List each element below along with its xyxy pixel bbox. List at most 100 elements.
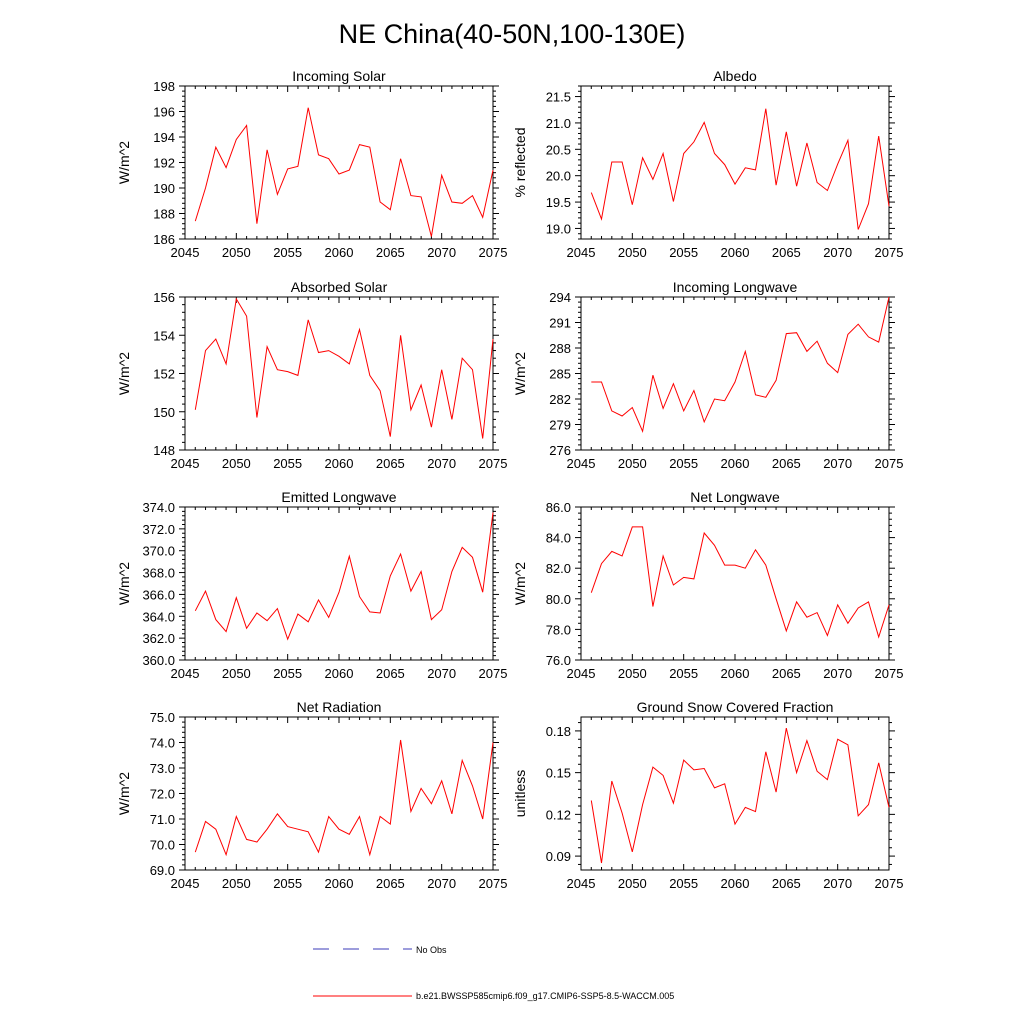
chart-5-ytick-label: 370.0 [142, 544, 175, 559]
chart-4-ytick-label: 288 [549, 341, 571, 356]
chart-8-series-line-1 [590, 727, 890, 864]
chart-7-series-line-1 [194, 739, 494, 857]
chart-6-xtick-label: 2070 [823, 666, 852, 681]
chart-7-ytick-label: 69.0 [150, 863, 175, 878]
chart-7-ytick-label: 72.0 [150, 787, 175, 802]
chart-1-ytick-label: 186 [153, 232, 175, 247]
chart-1-xtick-label: 2050 [222, 245, 251, 260]
chart-4-ytick-label: 279 [549, 418, 571, 433]
chart-2-xtick-label: 2045 [567, 245, 596, 260]
chart-7-frame [184, 716, 494, 871]
chart-8-ytick-label: 0.15 [546, 766, 571, 781]
chart-1-xtick-label: 2045 [171, 245, 200, 260]
chart-6-title: Net Longwave [690, 489, 780, 505]
chart-7-ytick-label: 73.0 [150, 761, 175, 776]
chart-7-ytick-label: 70.0 [150, 838, 175, 853]
chart-4-xtick-label: 2065 [772, 456, 801, 471]
chart-5-xtick-label: 2060 [325, 666, 354, 681]
chart-4-frame [580, 296, 890, 451]
chart-1-panel: Incoming Solar W/m^2 2045 2050 2055 2060 2065 2… [116, 68, 507, 260]
chart-5-frame [184, 506, 494, 661]
chart-3-frame [184, 296, 494, 451]
legend-model-label: b.e21.BWSSP585cmip6.f09_g17.CMIP6-SSP5-8… [416, 991, 674, 1001]
chart-6-ytick-label: 82.0 [546, 561, 571, 576]
chart-6-panel: Net Longwave W/m^2 2045 2050 2055 2060 2065 207… [512, 489, 903, 681]
chart-8-title: Ground Snow Covered Fraction [637, 699, 834, 715]
chart-2-xtick-label: 2075 [875, 245, 904, 260]
chart-3-series-line-1 [194, 297, 494, 439]
chart-5-xtick-label: 2055 [273, 666, 302, 681]
chart-7-title: Net Radiation [297, 699, 382, 715]
chart-3-xtick-label: 2055 [273, 456, 302, 471]
chart-2-xtick-label: 2055 [669, 245, 698, 260]
chart-5-ylabel: W/m^2 [116, 562, 132, 605]
chart-3-xtick-label: 2065 [376, 456, 405, 471]
chart-2-xtick-label: 2060 [721, 245, 750, 260]
chart-6-ytick-label: 84.0 [546, 531, 571, 546]
chart-4-xtick-label: 2045 [567, 456, 596, 471]
chart-2-series-line-1 [590, 108, 890, 230]
chart-2-panel: Albedo % reflected 2045 2050 2055 2060 2065 207… [512, 68, 903, 260]
chart-7-xtick-label: 2060 [325, 876, 354, 891]
chart-8-xtick-label: 2050 [618, 876, 647, 891]
chart-4-xtick-label: 2060 [721, 456, 750, 471]
chart-4-xtick-label: 2070 [823, 456, 852, 471]
chart-7-xtick-label: 2070 [427, 876, 456, 891]
chart-8-xtick-label: 2045 [567, 876, 596, 891]
chart-2-ytick-label: 21.5 [546, 90, 571, 105]
chart-2-ytick-label: 19.0 [546, 221, 571, 236]
chart-2-title: Albedo [713, 68, 757, 84]
chart-1-ytick-label: 192 [153, 156, 175, 171]
chart-7-ylabel: W/m^2 [116, 772, 132, 815]
chart-5-ytick-label: 368.0 [142, 566, 175, 581]
chart-7-xtick-label: 2050 [222, 876, 251, 891]
chart-8-ytick-label: 0.18 [546, 724, 571, 739]
chart-1-ytick-label: 198 [153, 79, 175, 94]
chart-3-ylabel: W/m^2 [116, 352, 132, 395]
chart-3-xtick-label: 2045 [171, 456, 200, 471]
chart-6-ytick-label: 86.0 [546, 500, 571, 515]
chart-7-xtick-label: 2055 [273, 876, 302, 891]
chart-4-ylabel: W/m^2 [512, 352, 528, 395]
chart-5-xtick-label: 2075 [479, 666, 508, 681]
chart-3-ytick-label: 154 [153, 328, 175, 343]
chart-5-series-line-1 [194, 512, 494, 641]
chart-7-ytick-label: 71.0 [150, 812, 175, 827]
chart-5-ytick-label: 374.0 [142, 500, 175, 515]
chart-1-ytick-label: 196 [153, 105, 175, 120]
chart-8-xtick-label: 2075 [875, 876, 904, 891]
chart-5-title: Emitted Longwave [281, 489, 396, 505]
chart-3-panel: Absorbed Solar W/m^2 2045 2050 2055 2060 2065 2… [116, 279, 507, 471]
chart-5-panel: Emitted Longwave W/m^2 2045 2050 2055 2060 206… [116, 489, 507, 681]
chart-1-frame [184, 85, 494, 240]
chart-6-ytick-label: 78.0 [546, 622, 571, 637]
chart-4-series-line-1 [591, 296, 890, 434]
chart-8-xtick-label: 2070 [823, 876, 852, 891]
chart-4-panel: Incoming Longwave W/m^2 2045 2050 2055 2060 20… [512, 279, 903, 471]
chart-4-xtick-label: 2075 [875, 456, 904, 471]
chart-1-xtick-label: 2060 [325, 245, 354, 260]
chart-3-xtick-label: 2070 [427, 456, 456, 471]
chart-2-ylabel: % reflected [512, 127, 528, 197]
chart-2-frame [580, 85, 890, 240]
page-title: NE China(40-50N,100-130E) [339, 19, 686, 49]
chart-6-xtick-label: 2050 [618, 666, 647, 681]
chart-1-xtick-label: 2065 [376, 245, 405, 260]
chart-7-ytick-label: 75.0 [150, 710, 175, 725]
legend: No Obs b.e21.BWSSP585cmip6.f09_g17.CMIP6-… [313, 945, 674, 1001]
chart-5-ytick-label: 362.0 [142, 631, 175, 646]
chart-6-xtick-label: 2065 [772, 666, 801, 681]
chart-4-ytick-label: 276 [549, 443, 571, 458]
chart-1-title: Incoming Solar [292, 68, 386, 84]
chart-5-ytick-label: 360.0 [142, 653, 175, 668]
chart-7-xtick-label: 2065 [376, 876, 405, 891]
chart-2-ytick-label: 19.5 [546, 195, 571, 210]
chart-2-ytick-label: 20.0 [546, 169, 571, 184]
chart-6-ytick-label: 80.0 [546, 592, 571, 607]
chart-1-ytick-label: 190 [153, 181, 175, 196]
panels-group: Incoming Solar W/m^2 2045 2050 2055 2060 2065 2… [116, 68, 903, 891]
chart-3-ytick-label: 150 [153, 405, 175, 420]
chart-8-panel: Ground Snow Covered Fraction unitless 2045… [512, 699, 903, 891]
chart-7-xtick-label: 2075 [479, 876, 508, 891]
